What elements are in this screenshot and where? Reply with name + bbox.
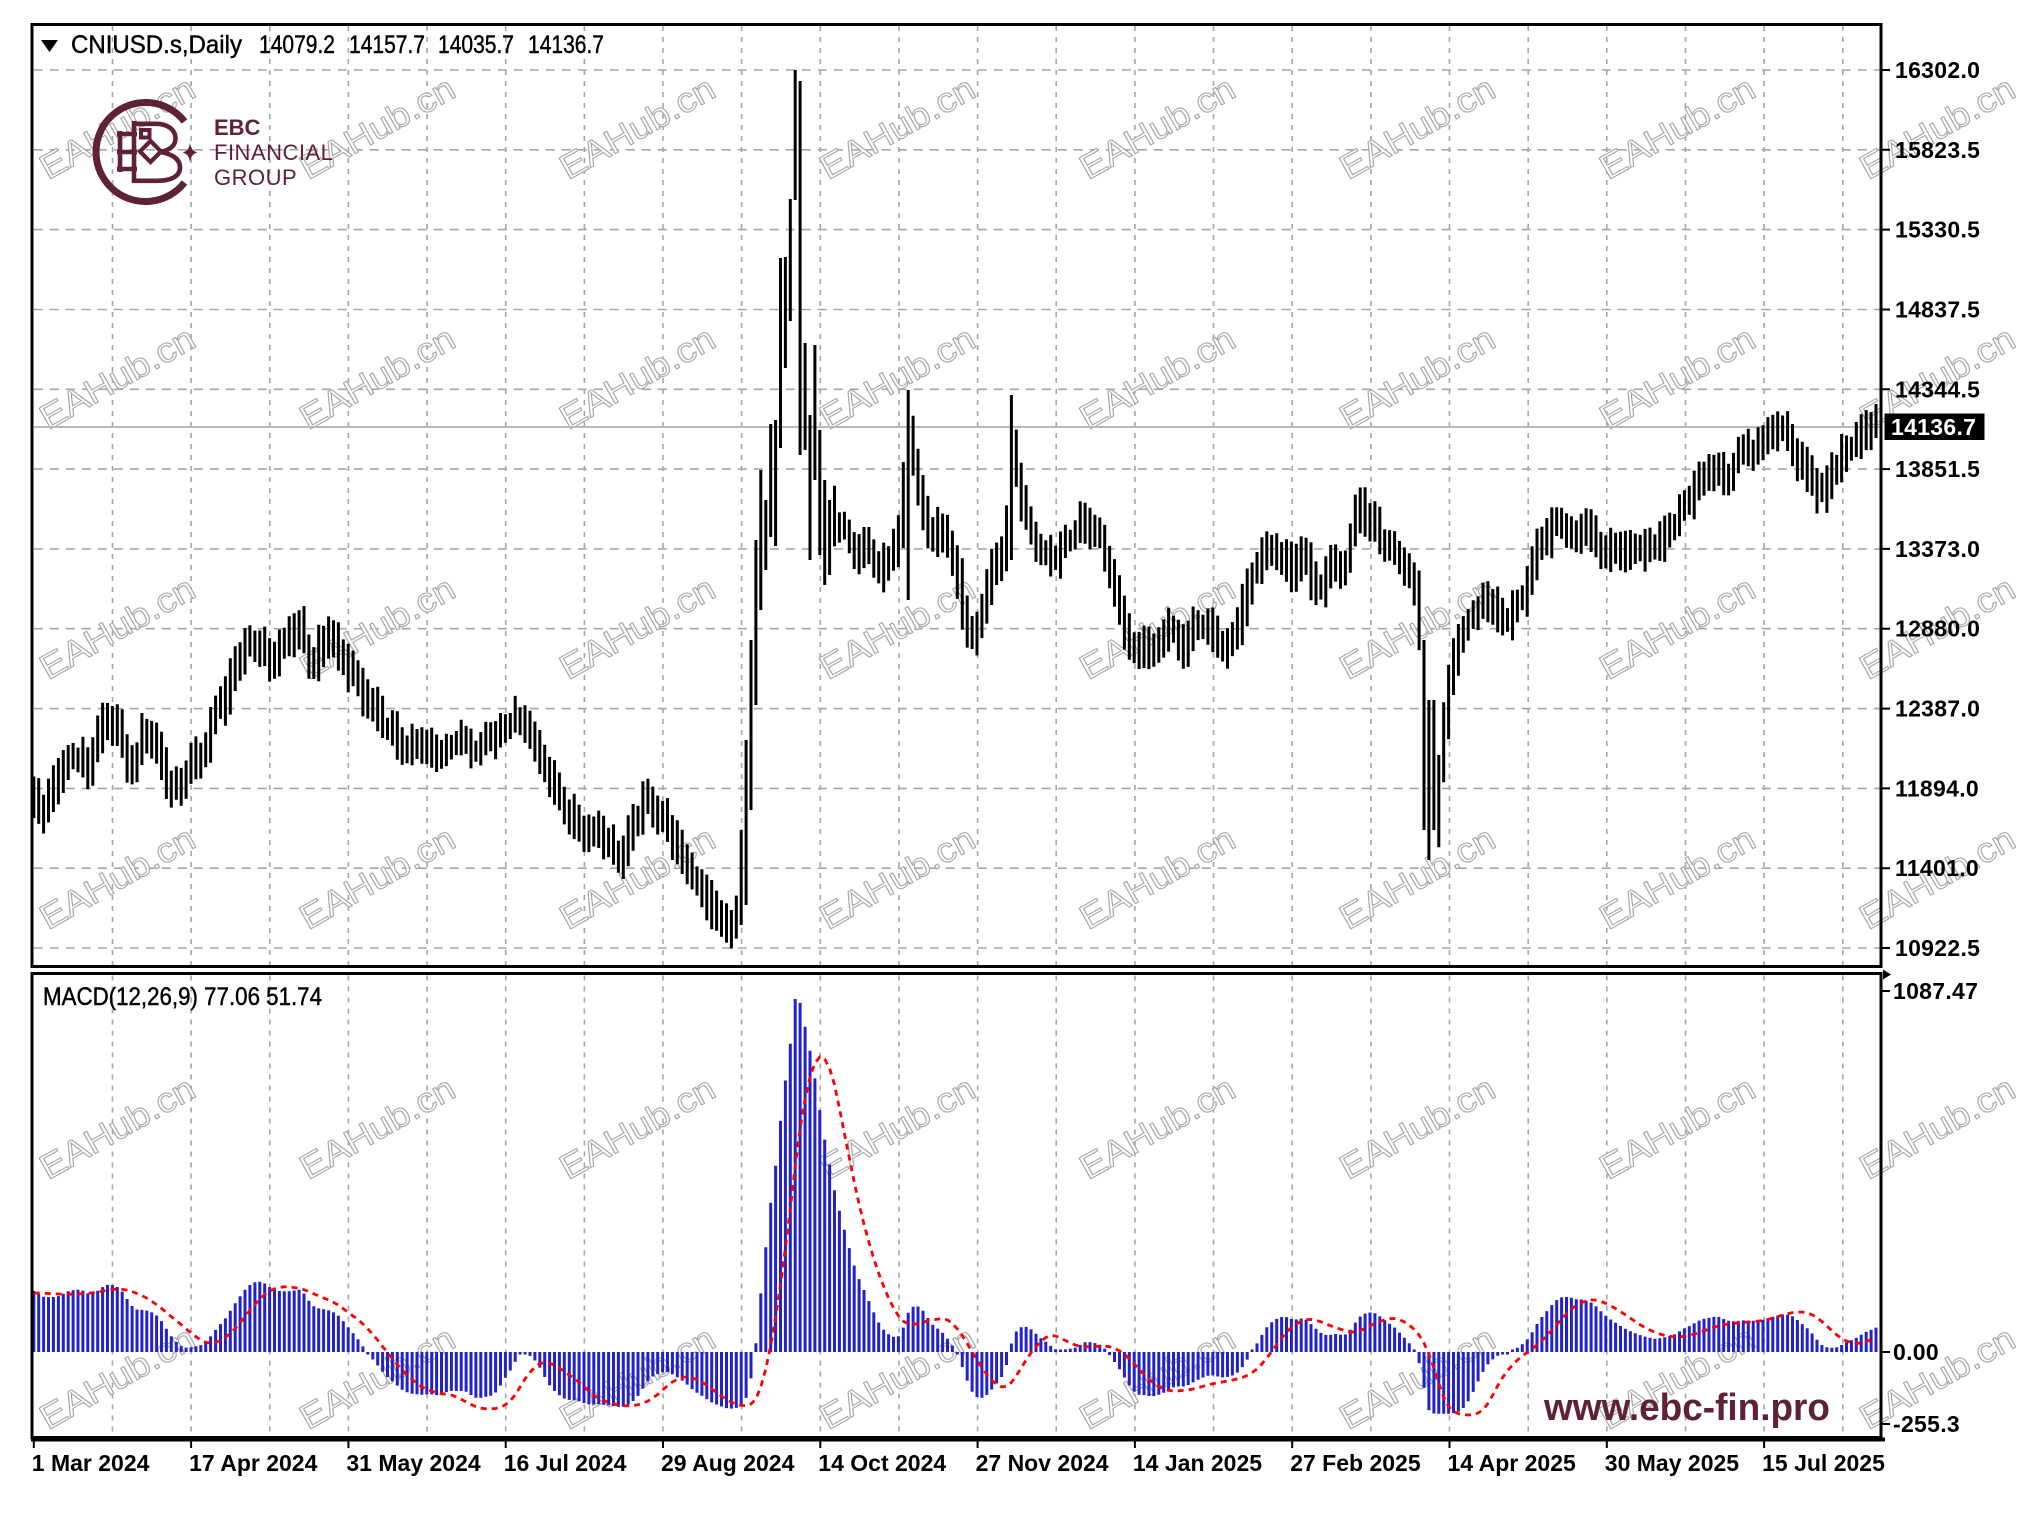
- svg-text:16302.0: 16302.0: [1895, 57, 1980, 83]
- svg-text:12387.0: 12387.0: [1895, 696, 1980, 722]
- svg-text:11401.0: 11401.0: [1895, 855, 1979, 881]
- svg-text:14035.7: 14035.7: [438, 31, 514, 59]
- svg-text:GROUP: GROUP: [214, 165, 297, 190]
- svg-text:11894.0: 11894.0: [1895, 775, 1979, 801]
- svg-text:MACD(12,26,9) 77.06 51.74: MACD(12,26,9) 77.06 51.74: [43, 983, 322, 1011]
- svg-text:EBC: EBC: [214, 115, 261, 140]
- svg-text:14157.7: 14157.7: [349, 31, 425, 59]
- svg-text:14 Apr 2025: 14 Apr 2025: [1448, 1450, 1576, 1476]
- svg-text:15330.5: 15330.5: [1895, 217, 1980, 243]
- svg-text:14079.2: 14079.2: [259, 31, 335, 59]
- svg-text:31 May 2024: 31 May 2024: [346, 1450, 480, 1476]
- svg-text:16 Jul 2024: 16 Jul 2024: [504, 1450, 627, 1476]
- svg-text:1087.47: 1087.47: [1893, 978, 1978, 1004]
- svg-text:FINANCIAL: FINANCIAL: [214, 140, 333, 165]
- svg-text:13851.5: 13851.5: [1895, 456, 1980, 482]
- svg-text:CNIUSD.s,Daily: CNIUSD.s,Daily: [71, 31, 242, 59]
- svg-text:29 Aug 2024: 29 Aug 2024: [661, 1450, 795, 1476]
- svg-text:0.00: 0.00: [1893, 1339, 1939, 1365]
- svg-text:27 Feb 2025: 27 Feb 2025: [1290, 1450, 1421, 1476]
- svg-text:14136.7: 14136.7: [1891, 414, 1976, 440]
- svg-text:14 Oct 2024: 14 Oct 2024: [818, 1450, 946, 1476]
- svg-text:12880.0: 12880.0: [1895, 616, 1980, 642]
- svg-text:14 Jan 2025: 14 Jan 2025: [1133, 1450, 1262, 1476]
- svg-text:14344.5: 14344.5: [1895, 376, 1980, 402]
- svg-text:10922.5: 10922.5: [1895, 935, 1980, 961]
- svg-text:27 Nov 2024: 27 Nov 2024: [976, 1450, 1109, 1476]
- svg-text:30 May 2025: 30 May 2025: [1605, 1450, 1739, 1476]
- svg-text:15823.5: 15823.5: [1895, 137, 1980, 163]
- svg-text:www.ebc-fin.pro: www.ebc-fin.pro: [1543, 1387, 1830, 1429]
- svg-text:-255.3: -255.3: [1893, 1411, 1960, 1437]
- svg-text:15 Jul 2025: 15 Jul 2025: [1762, 1450, 1885, 1476]
- svg-text:13373.0: 13373.0: [1895, 536, 1980, 562]
- svg-text:14837.5: 14837.5: [1895, 297, 1980, 323]
- svg-text:14136.7: 14136.7: [528, 31, 604, 59]
- svg-text:1 Mar 2024: 1 Mar 2024: [32, 1450, 150, 1476]
- svg-text:17 Apr 2024: 17 Apr 2024: [189, 1450, 317, 1476]
